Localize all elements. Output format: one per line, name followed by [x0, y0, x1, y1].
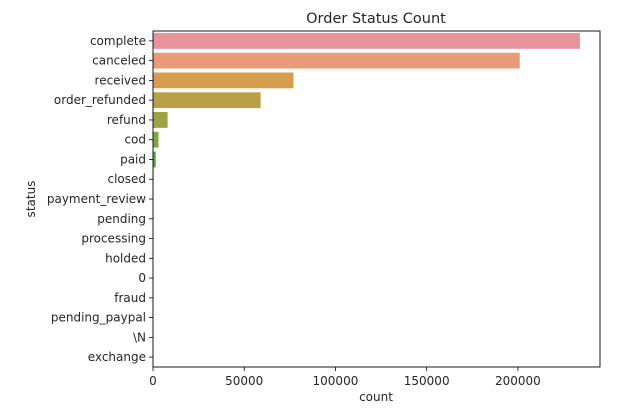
y-tick-label-8: payment_review [47, 192, 146, 206]
x-axis-label: count [359, 390, 393, 404]
bar-4 [153, 112, 168, 128]
bar-5 [153, 131, 159, 148]
y-tick-label-16: exchange [88, 350, 146, 364]
y-tick-label-11: holded [105, 251, 146, 265]
y-tick-label-3: order_refunded [54, 93, 146, 107]
bar-2 [153, 72, 294, 89]
y-tick-label-12: 0 [138, 271, 146, 285]
bar-6 [153, 151, 156, 168]
y-tick-label-15: \N [133, 330, 146, 344]
bar-3 [153, 92, 261, 109]
y-tick-label-13: fraud [114, 291, 146, 305]
x-tick-label-3: 150000 [404, 374, 450, 388]
y-axis-label: status [24, 181, 38, 218]
x-tick-label-1: 50000 [225, 374, 263, 388]
y-tick-label-2: received [95, 73, 146, 87]
chart-title: Order Status Count [306, 11, 446, 27]
y-tick-label-0: complete [90, 34, 146, 48]
x-tick-label-2: 100000 [313, 374, 359, 388]
y-tick-label-14: pending_paypal [51, 311, 146, 325]
y-tick-label-10: processing [81, 232, 146, 246]
x-ticks-layer: 0 50000 100000 150000 200000 [149, 367, 541, 388]
bars-layer [153, 32, 580, 366]
y-ticks-layer: complete canceled received order_refundedre… [47, 34, 153, 364]
y-tick-label-7: closed [107, 172, 146, 186]
y-tick-label-9: pending [97, 212, 146, 226]
y-tick-label-6: paid [120, 152, 146, 166]
x-tick-label-4: 200000 [495, 374, 541, 388]
x-tick-label-0: 0 [149, 374, 157, 388]
y-tick-label-5: cod [124, 133, 146, 147]
y-tick-label-1: canceled [92, 54, 146, 68]
y-tick-label-4: refund [107, 113, 146, 127]
bar-1 [153, 52, 520, 69]
bar-0 [153, 32, 580, 49]
